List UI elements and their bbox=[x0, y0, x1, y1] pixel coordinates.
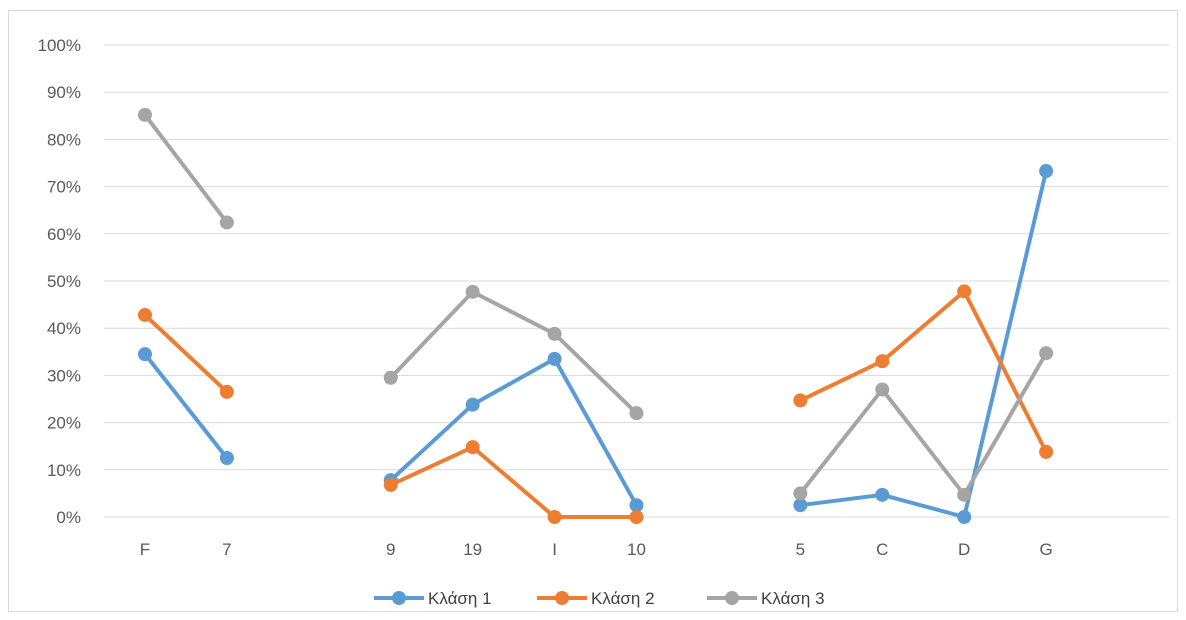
data-point bbox=[629, 498, 644, 513]
data-point bbox=[219, 451, 234, 465]
data-point bbox=[465, 284, 480, 299]
y-tick-label: 70% bbox=[47, 178, 81, 197]
data-point bbox=[465, 440, 480, 455]
x-tick-label: 5 bbox=[796, 540, 805, 559]
data-point bbox=[793, 393, 808, 408]
series-line bbox=[388, 445, 639, 519]
x-tick-label: 9 bbox=[386, 540, 395, 559]
data-point bbox=[137, 347, 152, 362]
data-point bbox=[793, 486, 808, 501]
x-axis-tick-labels: F 7 9 19 I 10 5 C D G bbox=[140, 540, 1053, 559]
data-point bbox=[547, 510, 562, 524]
legend-item: Κλάση 2 bbox=[537, 589, 655, 608]
series-line bbox=[798, 289, 1049, 454]
legend-label: Κλάση 3 bbox=[761, 589, 825, 608]
series-line bbox=[388, 289, 639, 416]
y-tick-label: 100% bbox=[38, 36, 81, 55]
y-tick-label: 10% bbox=[47, 461, 81, 480]
legend-label: Κλάση 2 bbox=[591, 589, 655, 608]
data-point bbox=[219, 384, 234, 399]
line-chart: 0% 10% 20% 30% 40% 50% 60% 70% 80% 90% 100% F 7 9 19 I… bbox=[38, 36, 1169, 608]
legend: Κλάση 1 Κλάση 2 Κλάση 3 bbox=[374, 589, 825, 608]
y-tick-label: 80% bbox=[47, 130, 81, 149]
y-axis-tick-labels: 0% 10% 20% 30% 40% 50% 60% 70% 80% 90% 100% bbox=[38, 36, 81, 527]
data-point bbox=[875, 487, 890, 502]
data-point bbox=[957, 510, 972, 524]
legend-marker bbox=[725, 591, 739, 605]
x-tick-label: C bbox=[876, 540, 888, 559]
chart-frame: 0% 10% 20% 30% 40% 50% 60% 70% 80% 90% 100% F 7 9 19 I… bbox=[8, 10, 1178, 612]
data-point bbox=[1039, 346, 1054, 361]
data-point bbox=[547, 351, 562, 366]
data-point bbox=[629, 510, 644, 524]
y-tick-label: 60% bbox=[47, 225, 81, 244]
data-point bbox=[957, 284, 972, 299]
y-tick-label: 40% bbox=[47, 319, 81, 338]
data-point bbox=[1039, 444, 1054, 459]
series-lines bbox=[137, 107, 1054, 524]
data-point bbox=[465, 397, 480, 412]
data-point bbox=[383, 370, 398, 385]
series-line bbox=[798, 169, 1049, 519]
series-line bbox=[142, 352, 229, 460]
legend-label: Κλάση 1 bbox=[428, 589, 492, 608]
data-point bbox=[137, 107, 152, 122]
x-tick-label: D bbox=[958, 540, 970, 559]
gridlines bbox=[104, 44, 1169, 518]
x-tick-label: I bbox=[552, 540, 557, 559]
series-line bbox=[388, 356, 639, 508]
data-point bbox=[219, 215, 234, 230]
y-tick-label: 20% bbox=[47, 414, 81, 433]
series-2 bbox=[137, 284, 1054, 524]
data-point bbox=[383, 477, 398, 492]
legend-marker bbox=[555, 591, 569, 605]
x-tick-label: F bbox=[140, 540, 150, 559]
y-tick-label: 50% bbox=[47, 272, 81, 291]
series-line bbox=[798, 351, 1049, 497]
data-point bbox=[1039, 164, 1054, 179]
x-tick-label: 19 bbox=[463, 540, 482, 559]
x-tick-label: 10 bbox=[627, 540, 646, 559]
data-point bbox=[875, 354, 890, 369]
data-point bbox=[547, 326, 562, 341]
series-line bbox=[142, 112, 229, 225]
x-tick-label: G bbox=[1039, 540, 1052, 559]
data-point bbox=[629, 406, 644, 421]
y-tick-label: 0% bbox=[56, 508, 81, 527]
series-3 bbox=[137, 107, 1054, 502]
data-point bbox=[875, 382, 890, 397]
data-point bbox=[793, 498, 808, 513]
data-point bbox=[137, 307, 152, 322]
legend-item: Κλάση 3 bbox=[707, 589, 825, 608]
data-point bbox=[957, 487, 972, 502]
x-tick-label: 7 bbox=[222, 540, 231, 559]
y-tick-label: 90% bbox=[47, 83, 81, 102]
legend-marker bbox=[392, 591, 406, 605]
series-line bbox=[142, 312, 229, 394]
legend-item: Κλάση 1 bbox=[374, 589, 492, 608]
y-tick-label: 30% bbox=[47, 366, 81, 385]
